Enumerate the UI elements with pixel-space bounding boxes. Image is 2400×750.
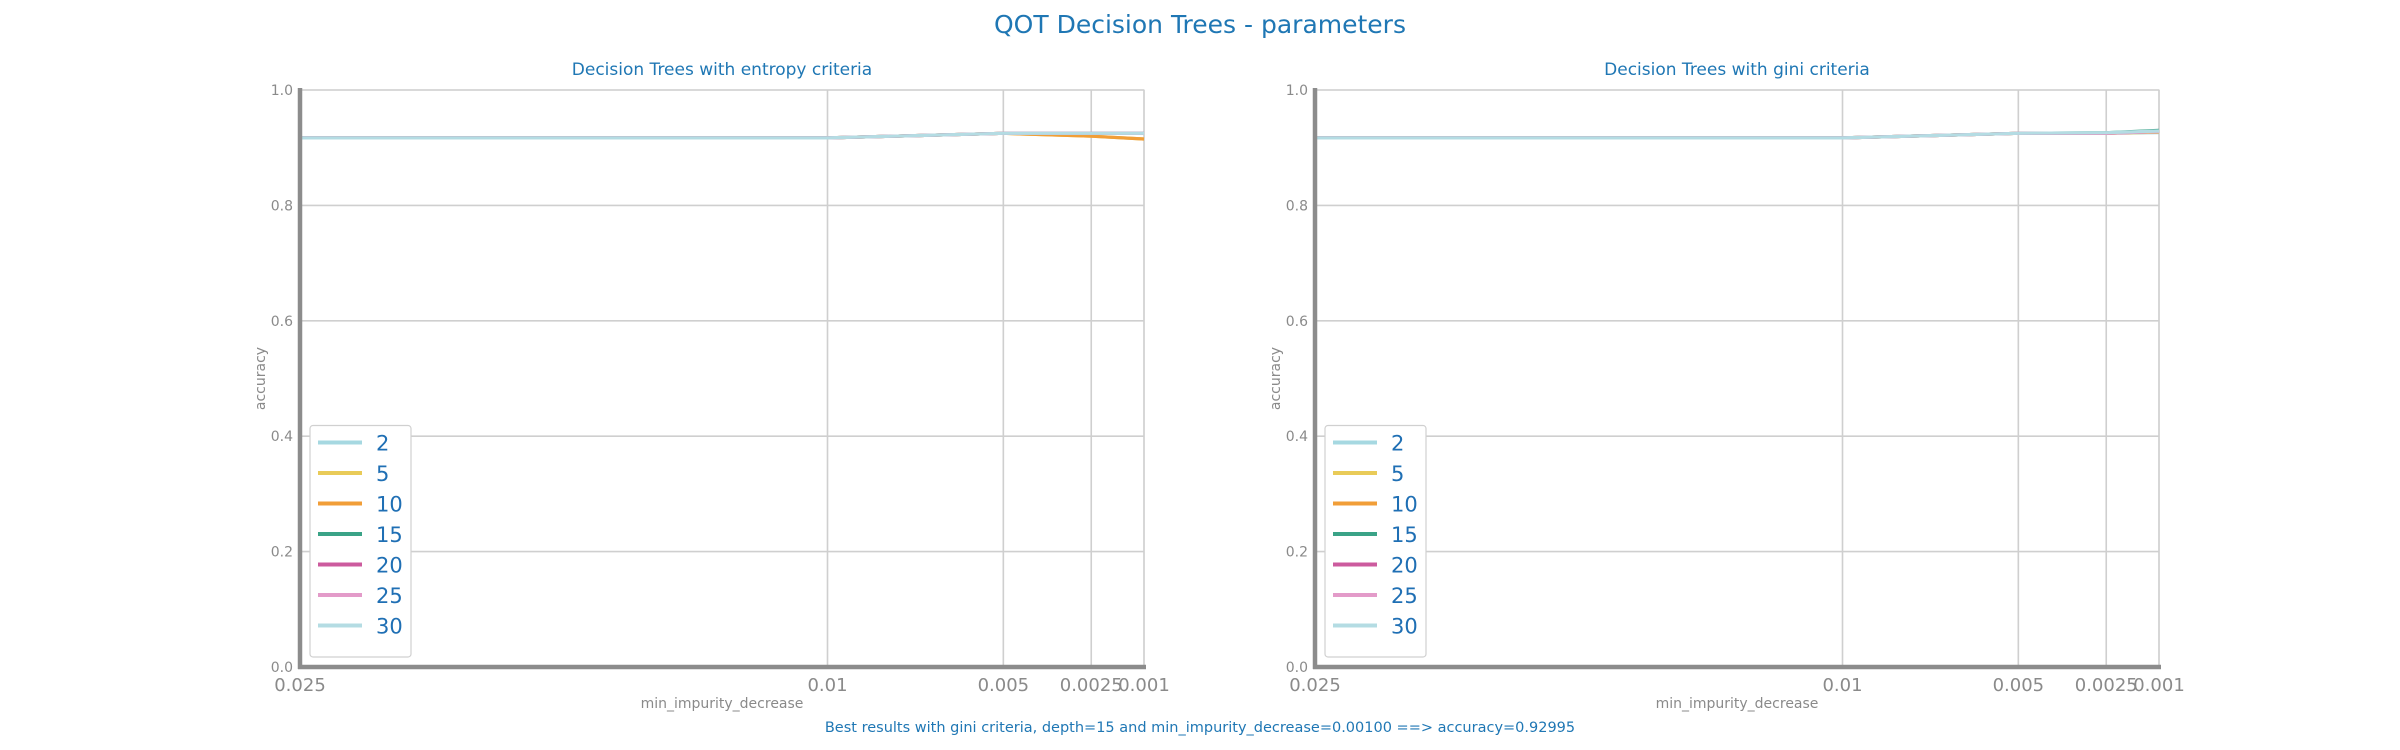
y-tick-label: 0.6 <box>1286 314 1308 330</box>
x-tick-label: 0.01 <box>807 675 847 696</box>
y-tick-label: 0.4 <box>1286 429 1308 445</box>
y-tick-label: 0.8 <box>271 198 293 214</box>
legend-label-15: 15 <box>1391 523 1418 547</box>
x-tick-label: 0.0025 <box>1060 675 1123 696</box>
subplot-title: Decision Trees with gini criteria <box>1604 60 1870 80</box>
plot-frame <box>299 89 1145 668</box>
legend-label-30: 30 <box>1391 615 1418 639</box>
y-tick-label: 0.2 <box>271 545 293 561</box>
y-axis-label: accuracy <box>253 347 269 410</box>
legend-label-2: 2 <box>1391 432 1404 456</box>
chart-panel-2: 0.0 0.2 0.4 0.6 0.8 1.0 0.025 0.01 0.005 0.00250.… <box>1268 60 2185 712</box>
y-axis-label: accuracy <box>1268 347 1284 410</box>
figure-title: QOT Decision Trees - parameters <box>994 10 1406 39</box>
legend-label-10: 10 <box>376 493 403 517</box>
y-tick-label: 1.0 <box>271 83 293 99</box>
subplot-title: Decision Trees with entropy criteria <box>572 60 872 80</box>
x-tick-label: 0.025 <box>1289 675 1341 696</box>
legend-box <box>1324 424 1427 658</box>
plot-frame <box>1314 89 2160 668</box>
legend-label-10: 10 <box>1391 493 1418 517</box>
legend-box <box>309 424 412 658</box>
legend-label-25: 25 <box>376 584 403 608</box>
legend-label-30: 30 <box>376 615 403 639</box>
y-tick-label: 0.0 <box>1286 660 1308 676</box>
x-tick-label: 0.025 <box>274 675 326 696</box>
legend-label-5: 5 <box>376 462 389 486</box>
legend-label-5: 5 <box>1391 462 1404 486</box>
x-tick-label: 0.005 <box>978 675 1030 696</box>
x-tick-label: 0.005 <box>1993 675 2045 696</box>
legend-label-2: 2 <box>376 432 389 456</box>
y-tick-label: 0.6 <box>271 314 293 330</box>
y-tick-label: 1.0 <box>1286 83 1308 99</box>
x-axis-label: min_impurity_decrease <box>1656 696 1819 712</box>
best-result-note: Best results with gini criteria, depth=1… <box>825 720 1575 736</box>
y-tick-label: 0.2 <box>1286 545 1308 561</box>
series-line-30 <box>300 131 1144 140</box>
y-tick-label: 0.0 <box>271 660 293 676</box>
x-tick-label: 0.001 <box>2133 675 2185 696</box>
y-tick-label: 0.8 <box>1286 198 1308 214</box>
x-axis-label: min_impurity_decrease <box>641 696 804 712</box>
x-tick-label: 0.01 <box>1822 675 1862 696</box>
x-tick-label: 0.0025 <box>2075 675 2138 696</box>
series-line-30 <box>1315 129 2160 140</box>
x-tick-label: 0.001 <box>1118 675 1170 696</box>
legend-label-15: 15 <box>376 523 403 547</box>
legend-label-20: 20 <box>1391 554 1418 578</box>
y-tick-label: 0.4 <box>271 429 293 445</box>
legend-label-20: 20 <box>376 554 403 578</box>
legend-label-25: 25 <box>1391 584 1418 608</box>
chart-panel-1: 0.0 0.2 0.4 0.6 0.8 1.0 0.025 0.01 0.005 0.00250.… <box>253 60 1170 712</box>
